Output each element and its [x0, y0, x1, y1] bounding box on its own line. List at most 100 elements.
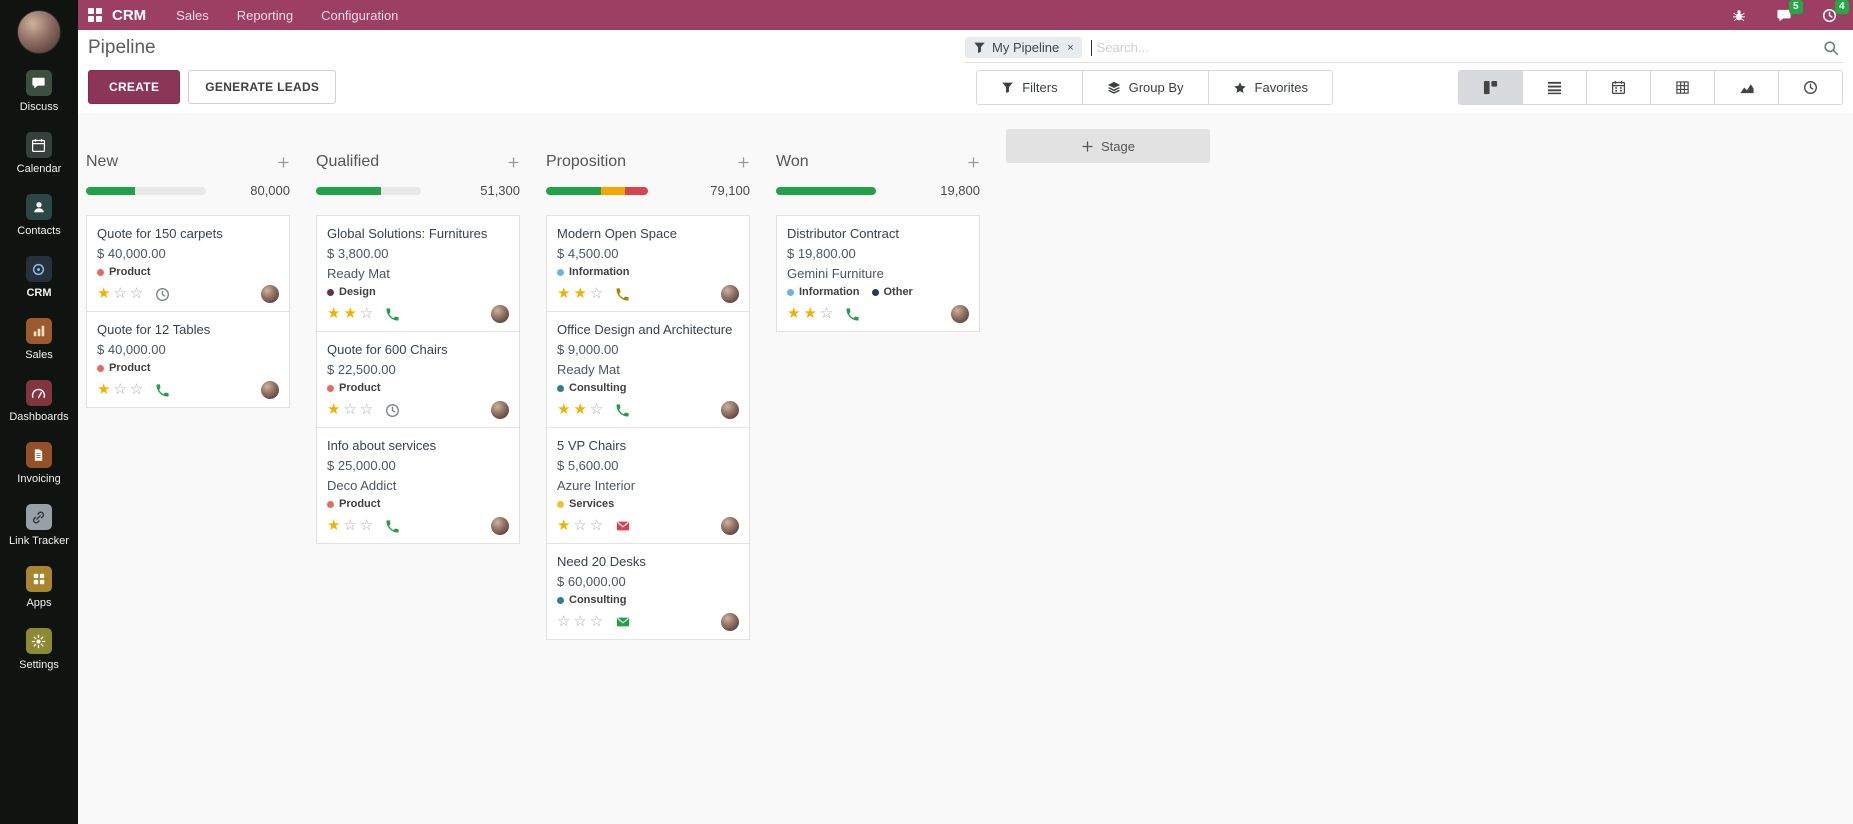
kanban-card[interactable]: Quote for 12 Tables $ 40,000.00 Product ★☆☆ — [86, 311, 290, 408]
search-facet[interactable]: My Pipeline × — [965, 37, 1082, 58]
search-bar[interactable]: My Pipeline × Search... — [965, 33, 1843, 63]
salesperson-avatar[interactable] — [721, 285, 739, 303]
priority-star[interactable]: ☆ — [113, 381, 130, 398]
activity-envelope-icon[interactable] — [615, 519, 631, 533]
add-record-icon[interactable] — [507, 156, 520, 169]
priority-stars[interactable]: ★☆☆ — [97, 285, 146, 303]
salesperson-avatar[interactable] — [721, 613, 739, 631]
progress-segment[interactable] — [86, 186, 135, 195]
graph-view-button[interactable] — [1714, 70, 1779, 105]
activity-envelope-icon[interactable] — [615, 615, 631, 629]
progress-segment[interactable] — [316, 186, 381, 195]
priority-stars[interactable]: ★★☆ — [557, 285, 606, 303]
column-progressbar[interactable] — [546, 186, 648, 195]
systray-bug-icon[interactable] — [1732, 8, 1746, 23]
activity-clock-icon[interactable] — [155, 287, 170, 302]
column-progressbar[interactable] — [86, 186, 206, 195]
salesperson-avatar[interactable] — [721, 517, 739, 535]
add-record-icon[interactable] — [737, 156, 750, 169]
priority-star[interactable]: ☆ — [343, 517, 360, 534]
priority-star[interactable]: ★ — [327, 517, 344, 534]
salesperson-avatar[interactable] — [261, 381, 279, 399]
app-name[interactable]: CRM — [112, 6, 147, 24]
progress-segment[interactable] — [135, 186, 206, 195]
kanban-card[interactable]: Quote for 600 Chairs $ 22,500.00 Product ★☆… — [316, 331, 520, 428]
generate-leads-button[interactable]: GENERATE LEADS — [188, 70, 337, 104]
apps-menu-icon[interactable] — [88, 8, 102, 22]
priority-star[interactable]: ☆ — [359, 305, 377, 322]
search-icon[interactable] — [1823, 40, 1839, 56]
priority-star[interactable]: ☆ — [589, 613, 607, 630]
systray-messages-icon[interactable]: 5 — [1776, 0, 1803, 23]
priority-star[interactable]: ☆ — [573, 613, 590, 630]
systray-activity-clock-icon[interactable]: 4 — [1822, 0, 1849, 23]
activity-phone-icon[interactable] — [845, 307, 860, 322]
priority-star[interactable]: ☆ — [589, 401, 607, 418]
sidebar-item-invoicing[interactable]: Invoicing — [9, 442, 69, 485]
menu-sales[interactable]: Sales — [176, 7, 209, 23]
priority-star[interactable]: ★ — [557, 517, 574, 534]
sidebar-item-settings[interactable]: Settings — [9, 628, 69, 671]
priority-stars[interactable]: ★★☆ — [787, 305, 836, 323]
salesperson-avatar[interactable] — [721, 401, 739, 419]
activity-phone-icon[interactable] — [615, 287, 630, 302]
sidebar-item-apps[interactable]: Apps — [9, 566, 69, 609]
priority-stars[interactable]: ★☆☆ — [327, 401, 376, 419]
favorites-button[interactable]: Favorites — [1207, 70, 1333, 105]
column-progressbar[interactable] — [776, 186, 876, 195]
user-avatar[interactable] — [17, 10, 61, 54]
priority-stars[interactable]: ★★☆ — [557, 401, 606, 419]
menu-reporting[interactable]: Reporting — [236, 7, 294, 23]
activity-phone-icon[interactable] — [155, 383, 170, 398]
calendar-view-button[interactable] — [1586, 70, 1651, 105]
priority-star[interactable]: ★ — [327, 401, 344, 418]
priority-star[interactable]: ☆ — [589, 517, 607, 534]
priority-star[interactable]: ★ — [97, 285, 114, 302]
salesperson-avatar[interactable] — [491, 517, 509, 535]
menu-configuration[interactable]: Configuration — [321, 7, 399, 23]
priority-star[interactable]: ☆ — [343, 401, 360, 418]
salesperson-avatar[interactable] — [491, 305, 509, 323]
add-record-icon[interactable] — [277, 156, 290, 169]
salesperson-avatar[interactable] — [261, 285, 279, 303]
priority-stars[interactable]: ★★☆ — [327, 305, 376, 323]
priority-star[interactable]: ☆ — [129, 381, 147, 398]
sidebar-item-sales[interactable]: Sales — [9, 318, 69, 361]
kanban-card[interactable]: Info about services $ 25,000.00 Deco Addic… — [316, 427, 520, 544]
priority-stars[interactable]: ☆☆☆ — [557, 613, 606, 631]
progress-segment[interactable] — [381, 186, 421, 195]
activity-phone-icon[interactable] — [385, 307, 400, 322]
sidebar-item-calendar[interactable]: Calendar — [9, 132, 69, 175]
activity-view-button[interactable] — [1778, 70, 1843, 105]
kanban-card[interactable]: Global Solutions: Furnitures $ 3,800.00 Re… — [316, 215, 520, 332]
salesperson-avatar[interactable] — [491, 401, 509, 419]
priority-star[interactable]: ★ — [557, 401, 574, 418]
progress-segment[interactable] — [546, 186, 601, 195]
priority-star[interactable]: ☆ — [359, 517, 377, 534]
priority-star[interactable]: ☆ — [129, 285, 147, 302]
column-progressbar[interactable] — [316, 186, 421, 195]
priority-star[interactable]: ★ — [557, 285, 574, 302]
sidebar-item-dashboards[interactable]: Dashboards — [9, 380, 69, 423]
salesperson-avatar[interactable] — [951, 305, 969, 323]
priority-stars[interactable]: ★☆☆ — [97, 381, 146, 399]
priority-star[interactable]: ★ — [343, 305, 360, 322]
sidebar-item-crm[interactable]: CRM — [9, 256, 69, 299]
group-by-button[interactable]: Group By — [1081, 70, 1209, 105]
progress-segment[interactable] — [776, 186, 876, 195]
priority-star[interactable]: ★ — [327, 305, 344, 322]
kanban-card[interactable]: Modern Open Space $ 4,500.00 Information ★★… — [546, 215, 750, 312]
priority-star[interactable]: ★ — [97, 381, 114, 398]
pivot-view-button[interactable] — [1650, 70, 1715, 105]
priority-star[interactable]: ☆ — [589, 285, 607, 302]
priority-star[interactable]: ★ — [573, 401, 590, 418]
priority-star[interactable]: ★ — [803, 305, 820, 322]
add-record-icon[interactable] — [967, 156, 980, 169]
kanban-card[interactable]: Quote for 150 carpets $ 40,000.00 Product ★… — [86, 215, 290, 312]
sidebar-item-link-tracker[interactable]: Link Tracker — [9, 504, 69, 547]
priority-stars[interactable]: ★☆☆ — [557, 517, 606, 535]
priority-star[interactable]: ☆ — [113, 285, 130, 302]
facet-remove-icon[interactable]: × — [1067, 41, 1074, 54]
kanban-card[interactable]: Need 20 Desks $ 60,000.00 Consulting ☆☆☆ — [546, 543, 750, 640]
kanban-card[interactable]: Office Design and Architecture $ 9,000.00… — [546, 311, 750, 428]
